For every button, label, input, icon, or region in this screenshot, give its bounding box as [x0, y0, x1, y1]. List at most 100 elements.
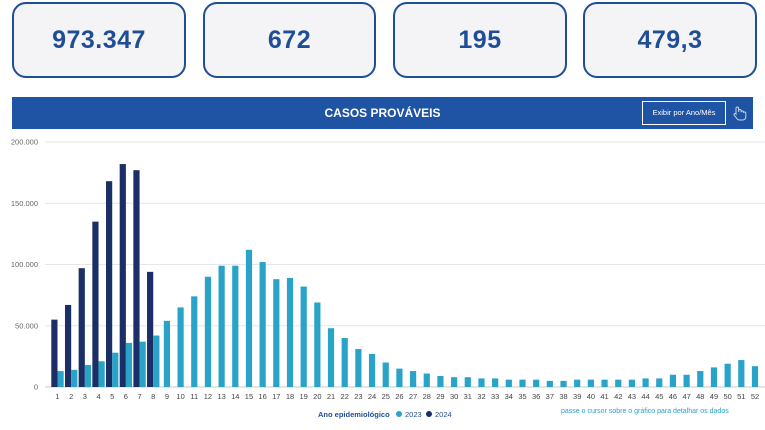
bar-2023-week-1[interactable]	[57, 371, 64, 387]
bar-2023-week-18[interactable]	[286, 277, 294, 387]
bar-2023-week-37[interactable]	[546, 380, 553, 388]
x-tick-label: 27	[409, 392, 417, 401]
bar-2024-week-7[interactable]	[133, 170, 140, 387]
bar-2023-week-41[interactable]	[601, 379, 608, 387]
x-tick-label: 23	[354, 392, 362, 401]
bar-2023-week-52[interactable]	[751, 366, 759, 387]
bar-2024-week-1[interactable]	[51, 319, 58, 388]
chart-bars[interactable]	[51, 164, 759, 388]
bar-2023-week-29[interactable]	[437, 375, 444, 387]
bar-2023-week-3[interactable]	[84, 364, 92, 387]
hover-hint-text: passe o cursor sobre o gráfico para deta…	[561, 408, 729, 415]
bar-2023-week-2[interactable]	[71, 369, 78, 387]
kpi-value: 479,3	[637, 25, 703, 54]
x-tick-label: 24	[368, 392, 376, 401]
x-tick-label: 50	[723, 392, 731, 401]
bar-2023-week-47[interactable]	[683, 374, 690, 387]
x-tick-label: 38	[559, 392, 567, 401]
bar-2024-week-6[interactable]	[119, 164, 126, 387]
bar-2023-week-27[interactable]	[409, 371, 417, 387]
bar-2023-week-35[interactable]	[519, 379, 526, 387]
x-tick-label: 4	[96, 392, 100, 401]
bar-2023-week-28[interactable]	[423, 373, 430, 387]
bar-2023-week-32[interactable]	[478, 378, 485, 387]
toggle-year-month-button[interactable]: Exibir por Ano/Mês	[642, 101, 726, 125]
bar-2024-week-3[interactable]	[78, 268, 85, 387]
y-tick-label: 200.000	[11, 138, 38, 147]
bar-2023-week-48[interactable]	[697, 371, 704, 387]
bar-2023-week-5[interactable]	[112, 352, 119, 387]
x-tick-label: 26	[395, 392, 403, 401]
bar-2024-week-2[interactable]	[64, 304, 72, 387]
bar-2023-week-14[interactable]	[232, 265, 239, 387]
bar-2023-week-7[interactable]	[139, 341, 146, 387]
bar-2023-week-36[interactable]	[533, 379, 540, 387]
bar-2023-week-31[interactable]	[464, 377, 471, 387]
bar-2023-week-44[interactable]	[642, 378, 649, 387]
x-tick-label: 7	[137, 392, 141, 401]
x-axis-ticks: 1 2 3 4 5 6 7 8 9 10 11 12 13 14 15 16 17 18 19 20 21 22 23 24 2…	[55, 392, 759, 401]
bar-2023-week-23[interactable]	[355, 349, 362, 387]
bar-2023-week-25[interactable]	[382, 362, 389, 388]
chart-legend: Ano epidemiológico 2023 2024	[318, 410, 452, 419]
bar-2023-week-30[interactable]	[451, 377, 458, 387]
bar-2023-week-38[interactable]	[560, 380, 567, 388]
bar-2023-week-10[interactable]	[177, 307, 184, 388]
bar-2023-week-34[interactable]	[505, 379, 512, 387]
x-tick-label: 14	[231, 392, 239, 401]
bar-2023-week-50[interactable]	[724, 363, 731, 387]
x-tick-label: 16	[258, 392, 266, 401]
bar-2023-week-4[interactable]	[98, 361, 105, 387]
bar-2023-week-39[interactable]	[574, 379, 581, 387]
bar-2023-week-13[interactable]	[218, 265, 225, 387]
legend-marker-2023	[396, 411, 402, 417]
x-tick-label: 15	[245, 392, 253, 401]
kpi-card-total-cases[interactable]: 973.347	[12, 2, 186, 78]
x-tick-label: 37	[546, 392, 554, 401]
kpi-card-3[interactable]: 195	[393, 2, 567, 78]
bar-2023-week-8[interactable]	[153, 335, 160, 387]
x-tick-label: 13	[217, 392, 225, 401]
x-tick-label: 10	[176, 392, 184, 401]
x-tick-label: 17	[272, 392, 280, 401]
kpi-card-2[interactable]: 672	[203, 2, 376, 78]
bar-2023-week-45[interactable]	[656, 378, 663, 387]
bar-2023-week-15[interactable]	[245, 249, 253, 387]
bar-2023-week-17[interactable]	[273, 279, 280, 387]
x-tick-label: 3	[83, 392, 87, 401]
legend-label-2024[interactable]: 2024	[435, 410, 452, 419]
bar-2023-week-19[interactable]	[300, 286, 307, 387]
bar-2023-week-40[interactable]	[587, 379, 594, 387]
bar-2023-week-24[interactable]	[368, 353, 376, 387]
legend-label-2023[interactable]: 2023	[405, 410, 422, 419]
bar-2023-week-21[interactable]	[327, 328, 335, 387]
x-tick-label: 43	[628, 392, 636, 401]
bar-2023-week-6[interactable]	[125, 342, 133, 387]
bar-2023-week-16[interactable]	[259, 262, 266, 387]
bar-2023-week-20[interactable]	[314, 302, 321, 387]
kpi-card-4[interactable]: 479,3	[583, 2, 757, 78]
hand-pointer-icon[interactable]	[730, 103, 750, 123]
y-tick-label: 0	[34, 383, 38, 392]
bar-2023-week-33[interactable]	[492, 378, 499, 387]
x-tick-label: 49	[710, 392, 718, 401]
bar-2024-week-4[interactable]	[92, 221, 99, 388]
bar-2023-week-26[interactable]	[396, 368, 403, 388]
bar-2023-week-46[interactable]	[669, 374, 677, 387]
legend-title: Ano epidemiológico	[318, 410, 390, 419]
x-tick-label: 46	[669, 392, 677, 401]
x-tick-label: 25	[382, 392, 390, 401]
bar-2023-week-9[interactable]	[163, 320, 171, 387]
bar-2023-week-43[interactable]	[628, 379, 636, 387]
bar-2024-week-8[interactable]	[147, 271, 154, 387]
bar-2023-week-49[interactable]	[710, 367, 718, 387]
bar-2023-week-42[interactable]	[615, 379, 622, 387]
bar-2024-week-5[interactable]	[106, 181, 113, 387]
bar-2023-week-12[interactable]	[204, 276, 212, 387]
y-tick-label: 100.000	[11, 260, 38, 269]
x-tick-label: 35	[518, 392, 526, 401]
bar-2023-week-11[interactable]	[191, 296, 198, 387]
bar-2023-week-51[interactable]	[738, 360, 745, 387]
bar-2023-week-22[interactable]	[341, 338, 348, 387]
